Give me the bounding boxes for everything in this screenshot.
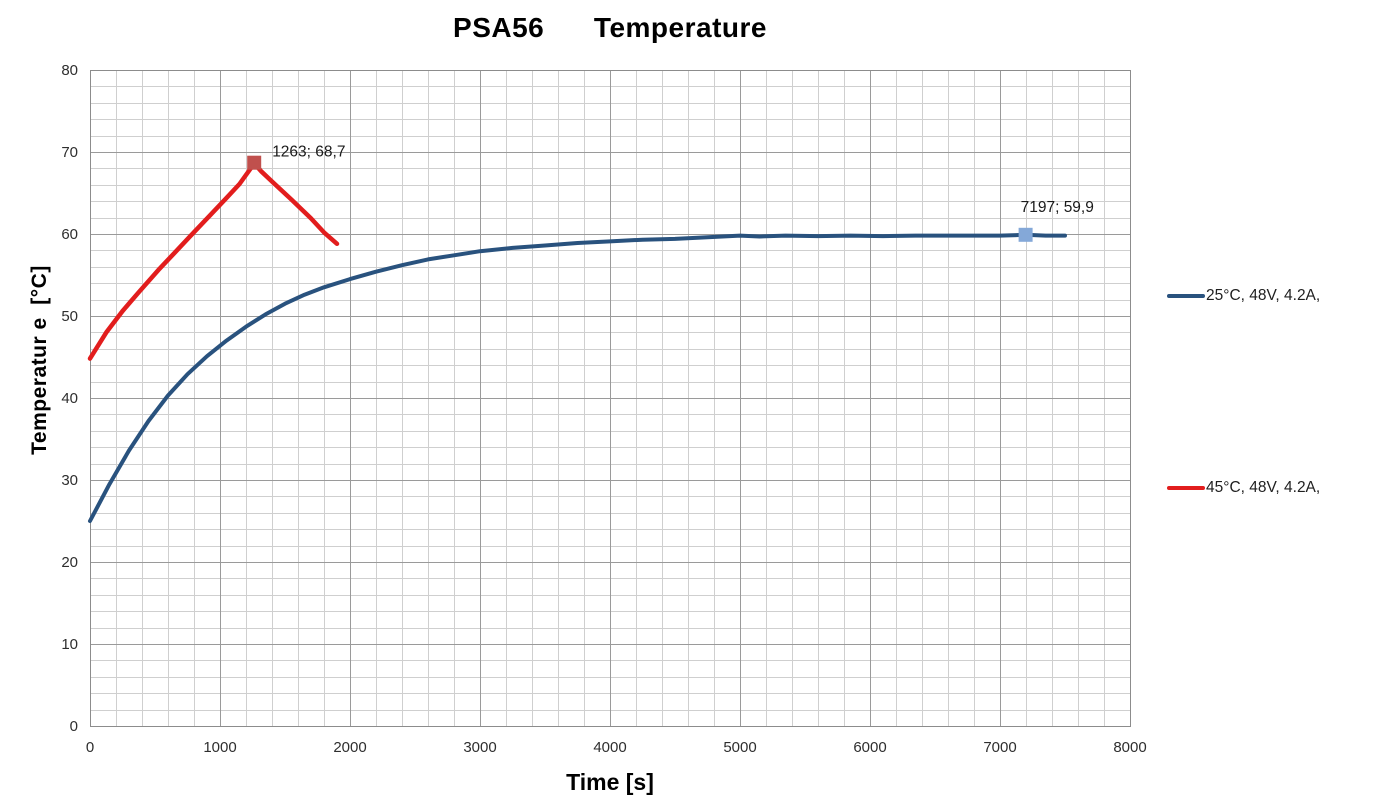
svg-text:1000: 1000	[203, 739, 236, 756]
svg-text:0: 0	[70, 718, 78, 735]
svg-text:60: 60	[61, 226, 78, 243]
legend-entry-45c: 45°C, 48V, 4.2A,	[1167, 477, 1320, 499]
svg-text:2000: 2000	[333, 739, 366, 756]
svg-text:1263; 68,7: 1263; 68,7	[272, 144, 345, 161]
svg-text:7197; 59,9: 7197; 59,9	[1021, 199, 1094, 216]
svg-text:4000: 4000	[593, 739, 626, 756]
svg-text:6000: 6000	[853, 739, 886, 756]
x-axis-label: Time [s]	[566, 769, 654, 795]
svg-text:3000: 3000	[463, 739, 496, 756]
svg-text:10: 10	[61, 636, 78, 653]
svg-text:50: 50	[61, 308, 78, 325]
legend-label-25c: 25°C, 48V, 4.2A,	[1206, 287, 1321, 304]
legend-entry-25c: 25°C, 48V, 4.2A,	[1167, 285, 1320, 307]
legend-label-45c: 45°C, 48V, 4.2A,	[1206, 479, 1321, 496]
svg-text:20: 20	[61, 554, 78, 571]
svg-text:40: 40	[61, 390, 78, 407]
svg-text:7000: 7000	[983, 739, 1016, 756]
chart-title: PSA56 Temperature	[453, 12, 767, 43]
legend-line-swatch-blue	[1167, 294, 1205, 298]
svg-text:30: 30	[61, 472, 78, 489]
svg-text:0: 0	[86, 739, 94, 756]
svg-text:5000: 5000	[723, 739, 756, 756]
svg-text:80: 80	[61, 62, 78, 79]
svg-text:70: 70	[61, 144, 78, 161]
legend-line-swatch-red	[1167, 485, 1205, 491]
svg-text:8000: 8000	[1113, 739, 1146, 756]
